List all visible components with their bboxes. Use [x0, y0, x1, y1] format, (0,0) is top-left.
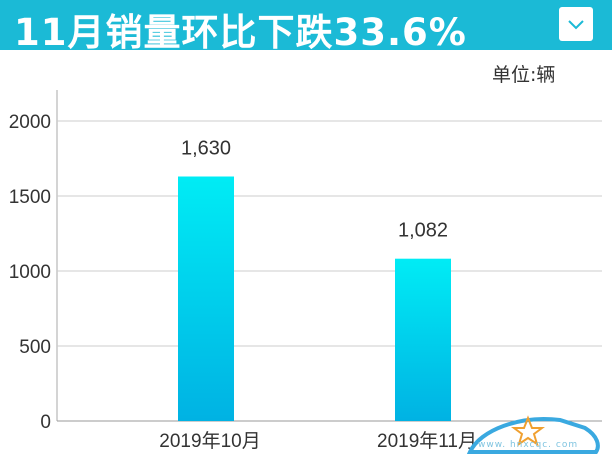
chart-title: 11月销量环比下跌33.6% — [14, 11, 467, 54]
bar — [395, 258, 451, 421]
y-tick-label: 2000 — [9, 112, 51, 133]
data-label: 1,630 — [181, 138, 231, 160]
unit-label: 单位:辆 — [492, 64, 556, 86]
watermark: www. hnxcqc. com — [478, 440, 579, 450]
data-label: 1,082 — [398, 220, 448, 242]
star-icon — [511, 415, 545, 447]
bar — [178, 176, 234, 421]
chevron-down-icon — [568, 20, 584, 30]
x-tick-label: 2019年11月 — [377, 430, 477, 452]
y-tick-label: 0 — [40, 412, 51, 433]
y-tick-label: 1000 — [9, 262, 51, 283]
header-banner: 11月销量环比下跌33.6% — [0, 0, 612, 54]
watermark-logo — [466, 417, 600, 454]
dropdown-button[interactable] — [559, 7, 593, 41]
y-tick-label: 500 — [19, 337, 51, 358]
y-tick-label: 1500 — [9, 187, 51, 208]
x-tick-label: 2019年10月 — [159, 430, 260, 452]
